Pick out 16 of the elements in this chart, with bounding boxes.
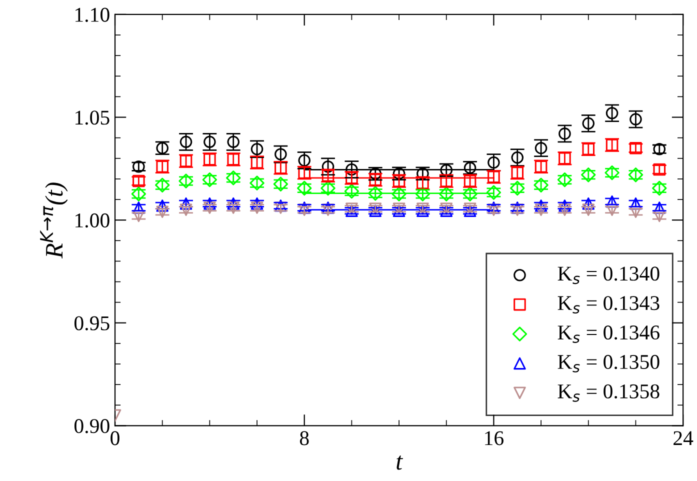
x-tick-label: 24	[674, 431, 694, 445]
y-tick-label: 1.05	[76, 110, 110, 125]
x-tick-label: 0	[110, 431, 120, 446]
legend-label: K$_{s}$ = 0.1340	[558, 266, 660, 284]
y-tick-label: 1.00	[76, 213, 110, 228]
x-tick-label: 8	[300, 431, 309, 446]
x-tick-label: 16	[485, 431, 504, 446]
x-axis-title: t	[396, 455, 404, 470]
legend-label: K$_{s}$ = 0.1358	[558, 384, 660, 402]
legend-label: K$_{s}$ = 0.1350	[558, 354, 660, 372]
y-axis-title: R$^{K→π}$(t)	[40, 182, 68, 258]
legend-label: K$_{s}$ = 0.1343	[558, 296, 660, 314]
legend-label: K$_{s}$ = 0.1346	[558, 326, 660, 343]
y-tick-label: 0.95	[74, 316, 110, 330]
y-tick-label: 0.90	[74, 419, 110, 434]
y-tick-label: 1.10	[76, 8, 110, 22]
